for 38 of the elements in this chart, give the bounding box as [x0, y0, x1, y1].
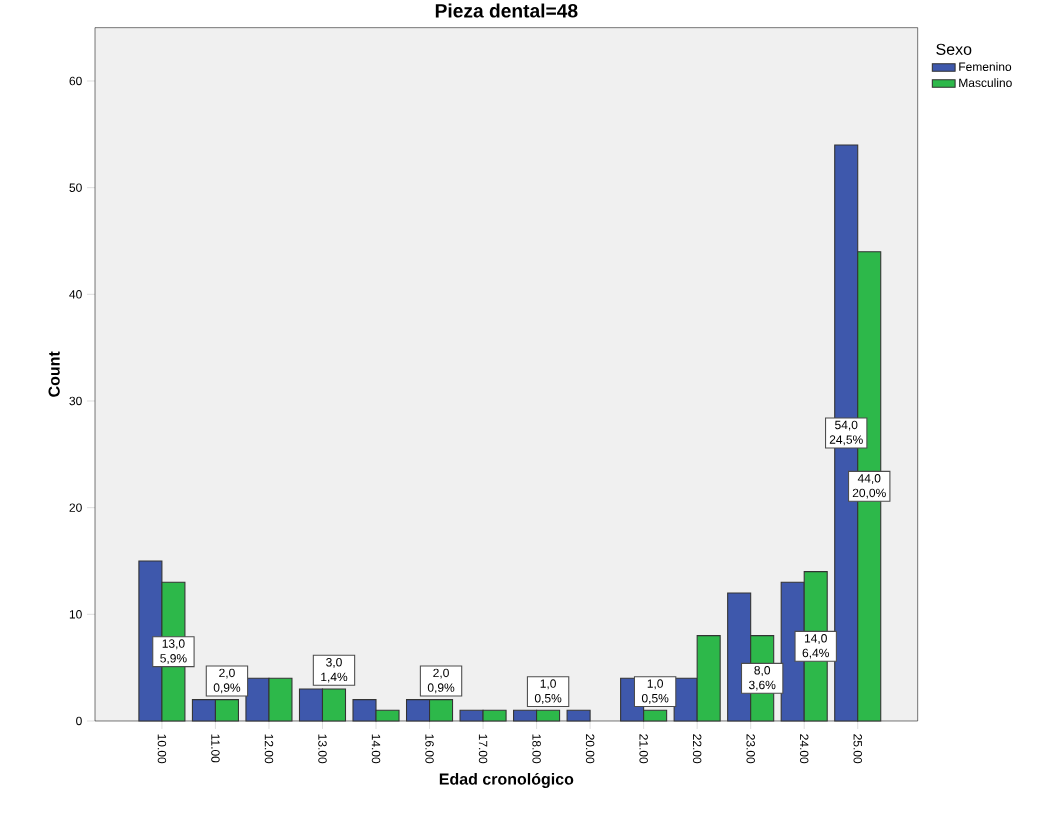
x-tick-label: 17.00 [478, 734, 488, 764]
y-axis-title: Count [48, 351, 60, 397]
data-label: 13,0 5,9% [160, 639, 187, 664]
x-tick-label: 23.00 [746, 734, 755, 764]
data-label: 14,0 6,4% [802, 634, 829, 659]
x-tick-label: 18.00 [532, 734, 541, 764]
y-tick-label: 40 [69, 290, 82, 299]
x-tick-label: 24.00 [799, 734, 809, 764]
y-tick-label: 10 [69, 610, 82, 619]
x-axis-title: Edad cronológico [439, 772, 574, 788]
y-tick-label: 60 [69, 76, 82, 86]
bar [566, 709, 591, 722]
y-tick-label: 0 [76, 716, 82, 726]
x-tick-label: 16.00 [425, 734, 434, 764]
x-tick-label: 22.00 [692, 734, 702, 764]
data-label: 8,0 3,6% [748, 666, 776, 691]
x-tick-label: 21.00 [639, 734, 648, 764]
x-tick-label: 14.00 [371, 734, 381, 764]
legend-label: Masculino [959, 78, 1012, 88]
y-tick-label: 20 [69, 503, 82, 512]
x-tick-label: 25.00 [853, 734, 862, 764]
y-tick-label: 30 [69, 396, 82, 406]
data-label: 2,0 0,9% [427, 668, 455, 694]
x-tick-label: 12.00 [264, 734, 274, 764]
legend-label: Femenino [959, 62, 1012, 71]
data-label: 54,0 24,5% [829, 420, 863, 446]
x-tick-label: 20.00 [585, 734, 595, 764]
x-tick-label: 10.00 [157, 734, 167, 764]
x-tick-label: 11.00 [211, 734, 220, 763]
data-label: 1,0 0,5% [641, 679, 669, 704]
data-label: 3,0 1,4% [321, 658, 348, 683]
x-tick-label: 13.00 [318, 734, 327, 764]
data-label: 1,0 0,5% [534, 679, 562, 704]
data-label: 2,0 0,9% [213, 668, 241, 694]
chart-title: Pieza dental=48 [435, 3, 578, 18]
y-tick-label: 50 [69, 183, 82, 192]
data-label: 44,0 20,0% [852, 474, 886, 499]
legend-title: Sexo [936, 43, 972, 55]
